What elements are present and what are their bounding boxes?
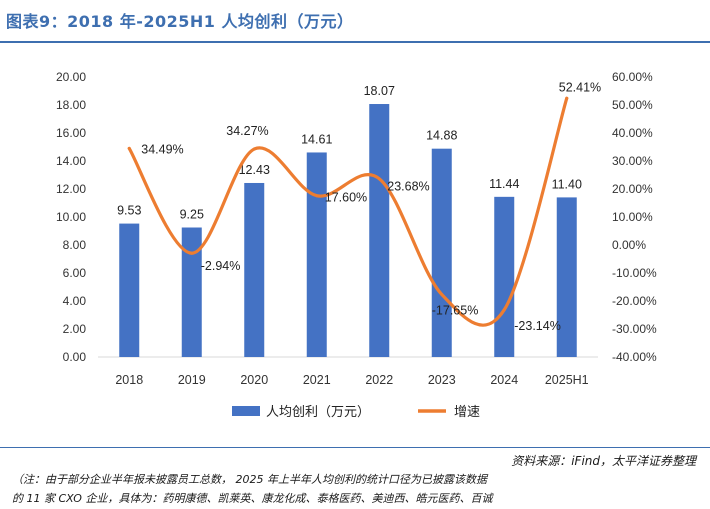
right-axis-tick-label: -20.00% (612, 294, 657, 308)
right-axis-tick-label: -10.00% (612, 266, 657, 280)
growth-line-series (127, 96, 569, 327)
x-axis-tick-label: 2024 (490, 373, 518, 387)
bar-2023 (431, 148, 452, 357)
x-axis-tick-label: 2020 (240, 373, 268, 387)
growth-value-label: 17.60% (325, 191, 367, 205)
bar-value-labels: 9.53 9.25 12.43 14.61 18.07 14.88 11.44 11.40 (117, 84, 582, 221)
right-axis-tick-label: 20.00% (612, 182, 653, 196)
growth-value-labels: 34.49% -2.94% 34.27% 17.60% 23.68% -17.65% -23… (141, 80, 601, 333)
bar-series (119, 104, 577, 357)
footnote-line-2: 的 11 家 CXO 企业，具体为：药明康德、凯莱英、康龙化成、泰格医药、美迪西… (12, 492, 493, 505)
legend-swatch-bar (232, 406, 260, 416)
bar-value-label: 9.53 (117, 204, 141, 218)
left-axis-tick-label: 14.00 (56, 154, 86, 168)
growth-point-2023 (440, 292, 444, 296)
bar-2024 (494, 196, 515, 357)
x-axis-tick-label: 2023 (428, 373, 456, 387)
bar-value-label: 11.44 (489, 177, 519, 191)
bar-2021 (306, 152, 327, 357)
growth-point-2019 (190, 251, 194, 255)
x-axis-tick-label: 2019 (178, 373, 206, 387)
title-divider (0, 41, 710, 43)
x-axis-tick-label: 2022 (365, 373, 393, 387)
bar-value-label: 14.88 (426, 129, 457, 143)
left-axis-tick-label: 20.00 (56, 70, 86, 84)
right-axis-tick-label: 30.00% (612, 154, 653, 168)
left-axis-tick-label: 18.00 (56, 98, 86, 112)
growth-point-2025H1 (565, 96, 569, 100)
right-axis-tick-label: 60.00% (612, 70, 653, 84)
right-axis-tick-label: 10.00% (612, 210, 653, 224)
growth-value-label: -17.65% (432, 303, 479, 317)
growth-value-label: 34.49% (141, 142, 183, 156)
footnote-line-1: （注：由于部分企业半年报未披露员工总数， 2025 年上半年人均创利的统计口径为… (12, 473, 487, 486)
x-axis-tick-label: 2021 (303, 373, 331, 387)
bar-2025H1 (556, 197, 577, 357)
bar-value-label: 11.40 (552, 177, 582, 191)
growth-point-2022 (377, 177, 381, 181)
page-title: 图表9：2018 年-2025H1 人均创利（万元） (6, 12, 354, 31)
left-axis-tick-label: 10.00 (56, 210, 86, 224)
left-axis-tick-label: 6.00 (63, 266, 87, 280)
growth-value-label: 52.41% (559, 80, 601, 94)
bar-value-label: 14.61 (301, 132, 332, 146)
right-axis-tick-label: 0.00% (612, 238, 646, 252)
bar-value-label: 12.43 (239, 163, 270, 177)
x-axis-tick-label: 2025H1 (545, 373, 589, 387)
right-axis-tick-label: 50.00% (612, 98, 653, 112)
growth-point-2020 (252, 147, 256, 151)
left-axis: 0.00 2.00 4.00 6.00 8.00 10.00 12.00 14.00 16.00… (56, 70, 86, 364)
right-axis: -40.00% -30.00% -20.00% -10.00% 0.00% 10.00% 2… (612, 70, 657, 364)
left-axis-tick-label: 8.00 (63, 238, 87, 252)
x-axis: 2018 2019 2020 2021 2022 2023 2024 2025H1 (115, 373, 588, 387)
legend-label-line: 增速 (454, 404, 480, 419)
growth-value-label: -23.14% (514, 319, 561, 333)
right-axis-tick-label: -40.00% (612, 350, 657, 364)
legend-label-bar: 人均创利（万元） (266, 404, 370, 419)
data-source: 资料来源：iFind，太平洋证券整理 (511, 454, 696, 468)
growth-point-2018 (127, 146, 131, 150)
left-axis-tick-label: 0.00 (63, 350, 87, 364)
bar-2020 (244, 182, 265, 357)
left-axis-tick-label: 12.00 (56, 182, 86, 196)
left-axis-tick-label: 2.00 (63, 322, 87, 336)
footer-divider (0, 447, 710, 448)
growth-value-label: 23.68% (387, 180, 429, 194)
growth-point-2021 (315, 194, 319, 198)
growth-point-2024 (502, 308, 506, 312)
growth-value-label: 34.27% (226, 124, 268, 138)
combo-chart: 0.00 2.00 4.00 6.00 8.00 10.00 12.00 14.00 16.00… (56, 70, 657, 419)
chart-legend: 人均创利（万元） 增速 (232, 404, 480, 419)
bar-2022 (369, 104, 390, 357)
right-axis-tick-label: 40.00% (612, 126, 653, 140)
bar-value-label: 18.07 (364, 84, 395, 98)
right-axis-tick-label: -30.00% (612, 322, 657, 336)
growth-value-label: -2.94% (201, 259, 241, 273)
x-axis-tick-label: 2018 (115, 373, 143, 387)
left-axis-tick-label: 16.00 (56, 126, 86, 140)
bar-2018 (119, 223, 140, 357)
bar-2019 (181, 227, 202, 357)
bar-value-label: 9.25 (180, 208, 204, 222)
left-axis-tick-label: 4.00 (63, 294, 87, 308)
